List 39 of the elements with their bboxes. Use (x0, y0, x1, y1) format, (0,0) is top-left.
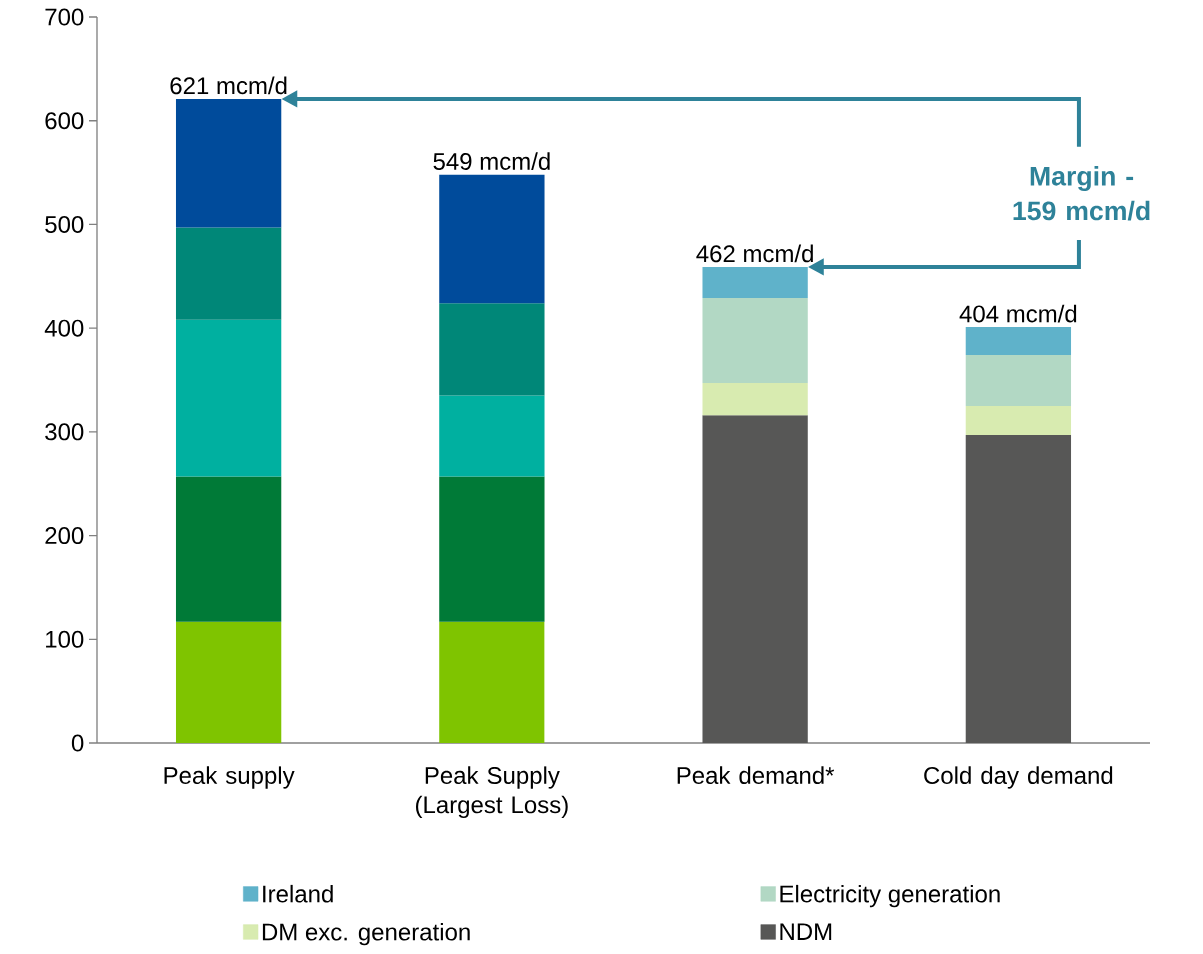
y-tick-label: 200 (45, 527, 84, 545)
y-tick-label: 100 (46, 630, 84, 648)
bar (965, 405, 1072, 435)
bar (439, 395, 545, 477)
bar (175, 98, 282, 228)
x-tick-label: Peak supply (164, 766, 295, 789)
total-label: 549 mcm/d (433, 152, 550, 170)
y-tick-label: 600 (45, 112, 84, 130)
y-tick-label: 300 (45, 423, 84, 441)
bar (702, 415, 808, 743)
bar (175, 319, 282, 477)
annotation: Margin - 159 mcm/d (1013, 166, 1150, 221)
x-tick-label: Cold day demand (924, 766, 1113, 789)
bar (965, 355, 1072, 406)
bar (175, 621, 282, 743)
legend-label: Ireland (263, 884, 333, 903)
x-tick-label: Peak Supply (Largest Loss) (415, 766, 568, 819)
total-label: 404 mcm/d (959, 304, 1077, 323)
y-tick-label: 700 (45, 8, 84, 26)
bar (965, 327, 1072, 356)
bar (439, 476, 545, 622)
bar (965, 434, 1072, 743)
bar (439, 621, 545, 743)
bar (702, 266, 808, 299)
legend-label: NDM (780, 923, 832, 940)
bar (702, 383, 808, 416)
bar (175, 227, 282, 320)
x-tick-label: Peak demand* (677, 766, 835, 784)
bar (439, 303, 545, 396)
bar (175, 476, 282, 622)
y-tick-label: 0 (71, 734, 84, 752)
y-tick-label: 400 (44, 319, 84, 337)
total-label: 462 mcm/d (696, 244, 813, 263)
bar (439, 174, 545, 304)
total-label: 621 mcm/d (170, 76, 287, 95)
legend-label: Electricity generation (780, 884, 1000, 908)
y-tick-label: 500 (45, 215, 84, 233)
bar (702, 298, 808, 384)
legend-label: DM exc. generation (262, 922, 470, 946)
